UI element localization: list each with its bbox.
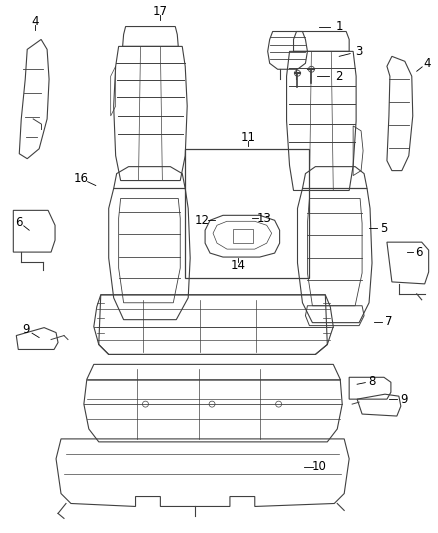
- Text: 13: 13: [256, 212, 271, 225]
- Bar: [185, 149, 309, 278]
- Text: 12: 12: [194, 214, 210, 227]
- Text: 8: 8: [368, 375, 376, 388]
- Text: 9: 9: [22, 323, 30, 336]
- Text: 4: 4: [423, 57, 431, 70]
- Text: 10: 10: [312, 460, 327, 473]
- Text: 17: 17: [153, 5, 168, 18]
- Text: 9: 9: [400, 393, 408, 406]
- Text: 7: 7: [385, 315, 392, 328]
- Text: 5: 5: [380, 222, 388, 235]
- Text: 16: 16: [74, 172, 88, 185]
- Text: 2: 2: [336, 70, 343, 83]
- Text: 14: 14: [230, 259, 245, 271]
- Text: 1: 1: [336, 20, 343, 33]
- Text: 6: 6: [415, 246, 423, 259]
- Text: 3: 3: [355, 45, 363, 58]
- Text: 11: 11: [240, 131, 255, 144]
- Text: 6: 6: [15, 216, 23, 229]
- Text: 4: 4: [32, 15, 39, 28]
